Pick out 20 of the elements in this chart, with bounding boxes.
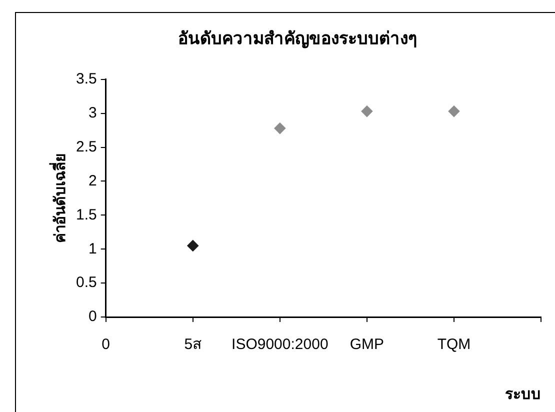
y-axis-title: ค่าอันดับเฉลี่ย (49, 153, 70, 244)
x-tick-label: TQM (437, 336, 471, 354)
point (448, 106, 460, 117)
y-tick-label: 2 (88, 172, 97, 190)
y-tick-label: 3.5 (76, 70, 97, 88)
x-tick-label: 5ส (184, 336, 202, 354)
point (361, 106, 372, 117)
x-tick-label: 0 (102, 336, 110, 354)
y-tick-label: 0 (88, 308, 97, 326)
x-tick-label: ISO9000:2000 (232, 336, 328, 354)
y-tick-label: 0.5 (76, 274, 97, 292)
y-tick-label: 1 (88, 240, 97, 258)
point (274, 122, 286, 134)
x-tick-label: GMP (350, 336, 384, 354)
point (187, 240, 198, 252)
y-tick-label: 3 (88, 104, 97, 122)
chart-title: อันดับความสำคัญของระบบต่างๆ (178, 28, 417, 49)
y-tick-label: 1.5 (76, 206, 97, 224)
x-axis-title: ระบบ (505, 386, 541, 404)
y-tick-label: 2.5 (76, 138, 97, 156)
